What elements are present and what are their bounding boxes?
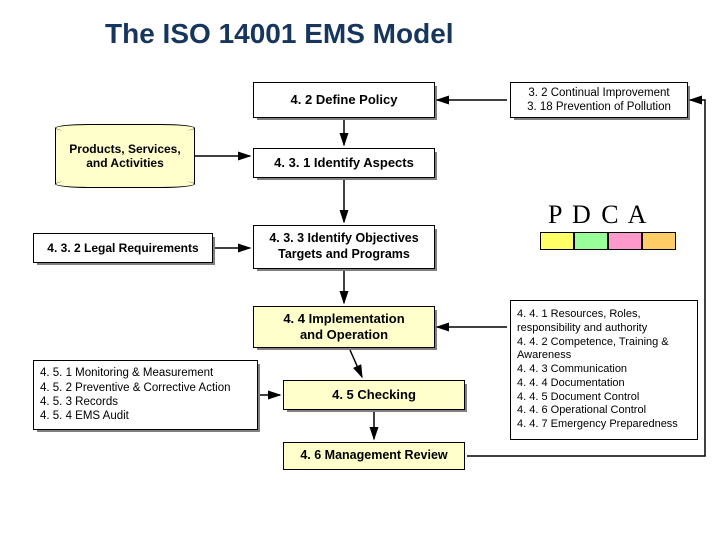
box-mgmt-review: 4. 6 Management Review [283,442,465,470]
box-monitoring: 4. 5. 1 Monitoring & Measurement4. 5. 2 … [33,360,258,430]
pdca-cell-p [540,232,574,250]
pdca-cell-a [642,232,676,250]
scroll-products: Products, Services, and Activities [55,128,195,184]
page-title: The ISO 14001 EMS Model [105,18,454,50]
pdca-cell-c [608,232,642,250]
pdca-cell-d [574,232,608,250]
box-continual-improv: 3. 2 Continual Improvement3. 18 Preventi… [510,82,688,118]
box-checking: 4. 5 Checking [283,380,465,410]
scroll-text: Products, Services, and Activities [56,129,194,183]
box-resources: 4. 4. 1 Resources, Roles, responsibility… [510,300,698,440]
box-implementation: 4. 4 Implementationand Operation [253,306,435,348]
pdca-label: P D C A [548,200,648,230]
box-define-policy: 4. 2 Define Policy [253,82,435,118]
box-objectives: 4. 3. 3 Identify ObjectivesTargets and P… [253,225,435,269]
box-legal-req: 4. 3. 2 Legal Requirements [33,233,213,263]
box-identify-aspects: 4. 3. 1 Identify Aspects [253,148,435,178]
